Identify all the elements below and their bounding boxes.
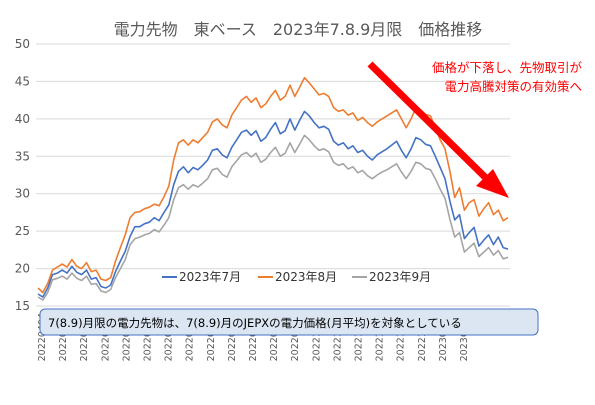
x-tick-label: 20221213 (396, 313, 407, 361)
grid-lines (36, 43, 510, 307)
series-line-2 (37, 76, 509, 294)
note-box (39, 308, 539, 336)
series-lines (37, 76, 509, 301)
y-tick-label: 25 (15, 224, 30, 238)
x-tick-label: 20230113 (438, 313, 449, 361)
x-tick-label: 20220603 (121, 313, 132, 361)
x-tick-label: 20220418 (58, 313, 69, 361)
trend-arrow-shaft (367, 61, 491, 183)
x-tick-label: 20220816 (227, 313, 238, 361)
x-tick-label: 20221129 (375, 313, 386, 361)
x-tick-label: 20220913 (269, 313, 280, 361)
y-tick-label: 50 (15, 37, 30, 51)
series-line-3 (37, 134, 509, 301)
annotation-line-1: 価格が下落し、先物取引が (432, 60, 583, 75)
x-tick-label: 20220801 (206, 313, 217, 361)
y-tick-label: 35 (15, 149, 30, 163)
y-tick-label: 30 (15, 187, 30, 201)
y-tick-label: 45 (15, 74, 30, 88)
legend-item-sep: 2023年9月 (369, 270, 431, 284)
x-tick-label: 20221028 (332, 313, 343, 361)
y-tick-label: 40 (15, 112, 30, 126)
x-tick-label: 20220404 (37, 313, 48, 361)
x-tick-label: 20220506 (79, 313, 90, 361)
legend: 2023年7月 2023年8月 2023年9月 (162, 270, 431, 284)
x-tick-label: 20220701 (164, 313, 175, 361)
y-axis: 15 20 25 30 35 40 45 50 (15, 37, 30, 313)
x-tick-label: 20220830 (248, 313, 259, 361)
trend-arrow-head (476, 169, 509, 198)
x-tick-label: 20221114 (354, 313, 365, 361)
x-tick-label: 20220520 (100, 313, 111, 361)
x-tick-label: 20230127 (459, 313, 470, 361)
series-line-1 (37, 110, 509, 298)
y-tick-label: 15 (15, 299, 30, 313)
note-text: 7(8.9)月限の電力先物は、7(8.9)月のJEPXの電力価格(月平均)を対象… (48, 316, 462, 330)
x-tick-label: 20221014 (311, 313, 322, 361)
x-tick-label: 20220715 (185, 313, 196, 361)
x-axis: 20220404 20220418 20220506 20220520 20220603… (37, 313, 470, 361)
legend-item-aug: 2023年8月 (275, 270, 337, 284)
legend-item-jul: 2023年7月 (179, 270, 241, 284)
x-tick-label: 20221227 (417, 313, 428, 361)
chart-title: 電力先物 東ベース 2023年7.8.9月限 価格推移 (114, 20, 483, 39)
annotation-line-2: 電力高騰対策の有効策へ (444, 79, 582, 94)
trend-arrow (367, 61, 509, 198)
y-tick-label: 20 (15, 262, 30, 276)
x-tick-label: 20220929 (290, 313, 301, 361)
x-tick-label: 20220617 (143, 313, 154, 361)
